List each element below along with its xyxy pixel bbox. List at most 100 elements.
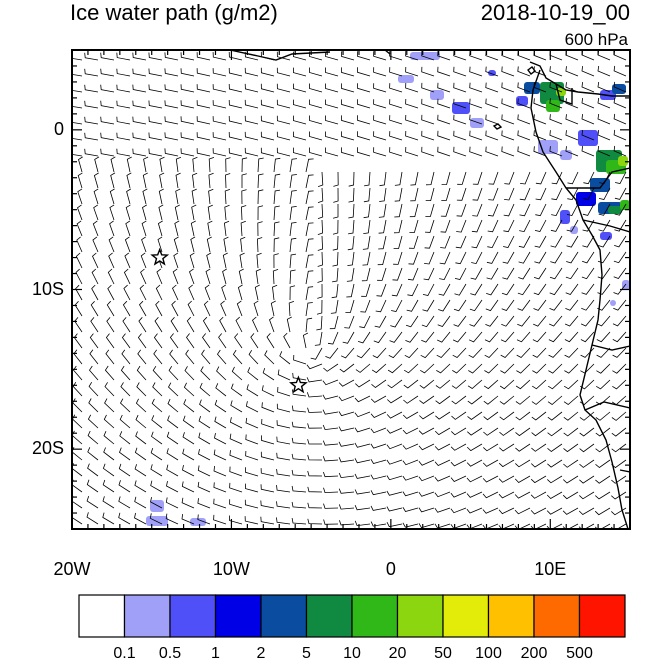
wind-barb: [289, 174, 297, 189]
wind-barb: [435, 395, 451, 405]
wind-barb: [307, 518, 323, 525]
wind-barb: [91, 268, 99, 285]
wind-barb: [204, 284, 211, 301]
wind-barb: [499, 379, 515, 390]
wind-barb: [535, 171, 547, 185]
wind-barb: [116, 132, 131, 141]
wind-barb: [418, 443, 435, 451]
wind-barb: [180, 68, 195, 77]
wind-barb: [266, 333, 275, 349]
wind-barb: [581, 130, 595, 141]
wind-barb: [516, 331, 531, 343]
wind-barb: [309, 99, 323, 109]
wind-barb: [419, 379, 435, 389]
wind-barb: [595, 443, 611, 453]
wind-barb: [504, 187, 515, 201]
wind-barb: [438, 299, 451, 312]
wind-barb: [75, 284, 83, 301]
wind-barb: [421, 50, 435, 61]
wind-barb: [531, 411, 547, 421]
wind-barb: [72, 365, 83, 381]
wind-barb: [373, 51, 387, 61]
star-marker-2: [288, 375, 308, 394]
wind-barb: [307, 470, 323, 477]
wind-barb: [140, 268, 147, 285]
wind-barb: [405, 315, 419, 328]
wind-barb: [549, 267, 563, 280]
wind-barb: [370, 474, 387, 480]
wind-barb: [469, 299, 483, 312]
wind-barb: [611, 491, 627, 500]
wind-barb: [407, 283, 419, 297]
wind-barb: [214, 399, 227, 413]
wind-barb: [549, 299, 563, 311]
wind-barb: [305, 206, 314, 221]
wind-barb: [198, 432, 211, 445]
wind-barb: [109, 220, 115, 237]
wind-barb: [276, 403, 291, 413]
wind-barb: [149, 513, 163, 525]
wind-barb: [377, 267, 387, 281]
wind-barb: [517, 82, 531, 93]
wind-barb: [530, 475, 547, 484]
wind-barb: [421, 130, 435, 141]
x-tick-label: 10E: [534, 559, 567, 579]
wind-barb: [89, 349, 99, 365]
wind-barb: [264, 350, 275, 365]
wind-barb: [596, 331, 611, 343]
wind-barb: [549, 66, 563, 77]
wind-barb: [394, 203, 403, 218]
cloud-patch: [608, 206, 622, 214]
wind-barb: [378, 235, 387, 250]
wind-barb: [434, 427, 451, 436]
wind-barb: [370, 411, 387, 418]
wind-barb: [309, 83, 323, 93]
wind-barb: [469, 66, 483, 77]
wind-barb: [564, 347, 579, 358]
wind-barb: [257, 173, 264, 189]
wind-barb: [175, 188, 181, 205]
wind-barb: [359, 315, 371, 329]
wind-barb: [410, 187, 419, 202]
wind-barb: [501, 315, 515, 327]
wind-barb: [394, 171, 403, 186]
wind-barb: [387, 395, 403, 404]
wind-barb: [339, 363, 355, 373]
wind-barb: [502, 267, 515, 280]
wind-barb: [151, 398, 163, 413]
wind-barb: [100, 116, 115, 125]
wind-barb: [222, 252, 228, 269]
wind-barb: [436, 347, 451, 358]
wind-barb: [323, 487, 339, 494]
wind-barb: [531, 395, 547, 405]
wind-barb: [597, 145, 611, 157]
wind-barb: [613, 299, 627, 311]
wind-barb: [277, 369, 291, 381]
wind-barb: [386, 427, 403, 434]
wind-barb: [197, 465, 211, 477]
wind-barb: [517, 283, 531, 296]
wind-barb: [418, 523, 435, 529]
wind-barb: [531, 443, 547, 452]
wind-barb: [452, 347, 467, 358]
wind-barb: [228, 115, 243, 125]
wind-barb: [371, 363, 387, 374]
wind-barb: [90, 317, 99, 333]
wind-barb: [196, 68, 211, 77]
wind-barb: [92, 220, 99, 237]
wind-barb: [72, 57, 83, 61]
wind-barb: [440, 203, 451, 217]
wind-barb: [244, 147, 259, 157]
wind-barb: [212, 68, 227, 77]
wind-barb: [200, 366, 211, 381]
wind-barb: [325, 347, 339, 359]
wind-barb: [164, 100, 179, 109]
wind-barb: [126, 172, 132, 189]
wind-barb: [565, 283, 579, 295]
wind-barb: [376, 283, 387, 297]
wind-barb: [453, 98, 467, 109]
wind-barb: [611, 475, 627, 484]
wind-barb: [344, 315, 355, 329]
wind-barb: [614, 203, 627, 216]
wind-barb: [123, 268, 131, 285]
